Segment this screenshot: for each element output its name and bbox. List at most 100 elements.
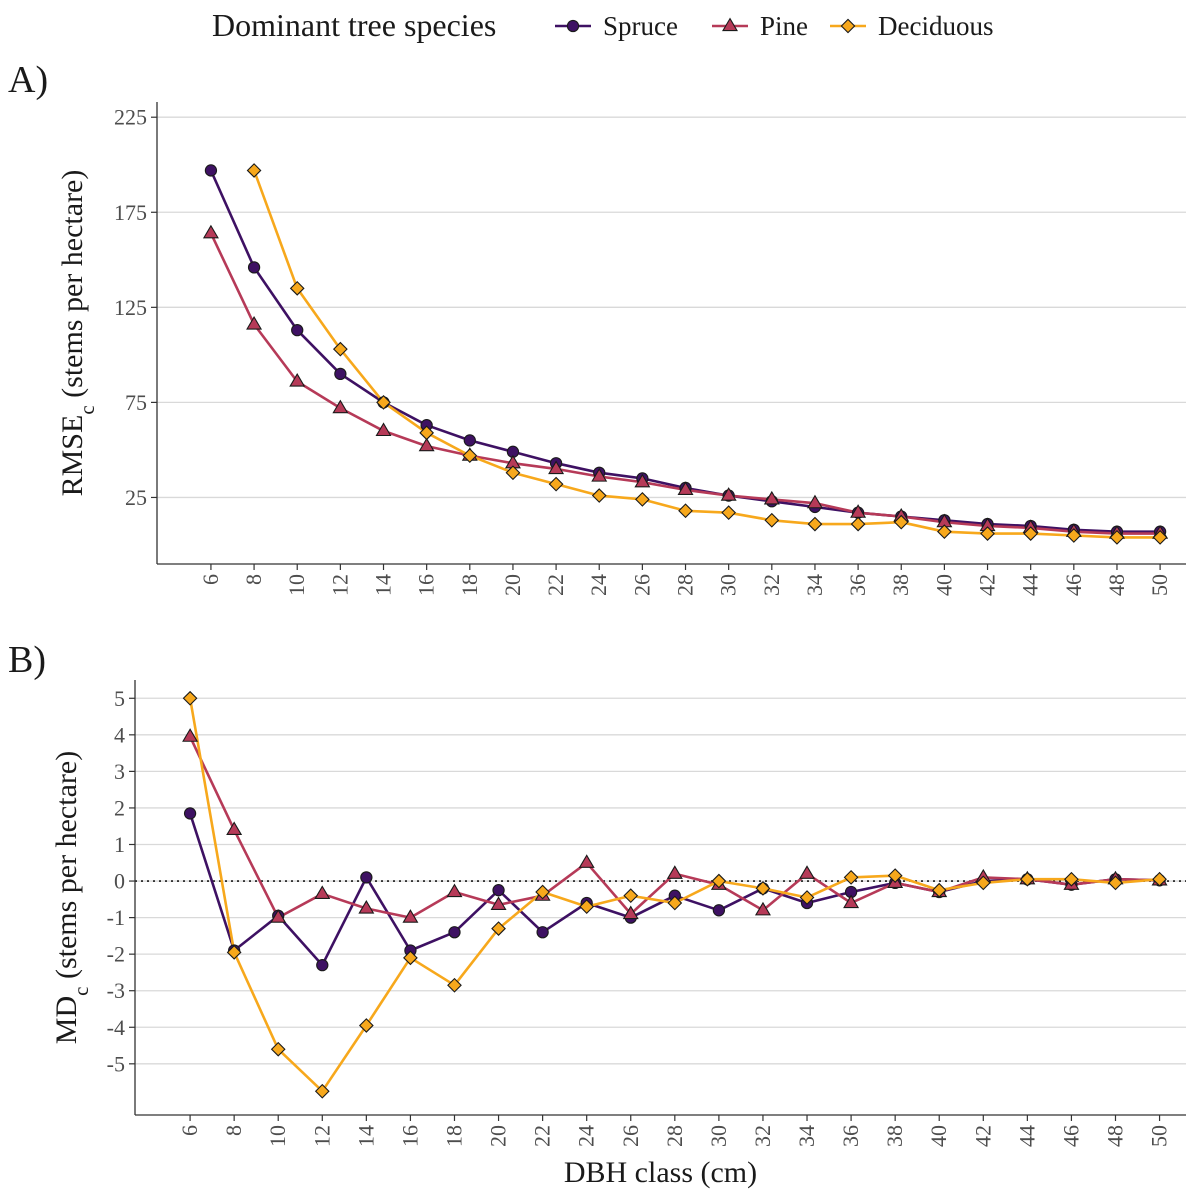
data-point-pine — [490, 896, 507, 910]
y-gridlines — [157, 116, 1186, 499]
y-tick-label: 5 — [114, 686, 125, 711]
x-tick-label: 6 — [177, 1125, 202, 1136]
data-point-deciduous — [332, 341, 348, 357]
x-tick-label: 36 — [838, 1125, 863, 1147]
data-point-deciduous — [678, 503, 693, 519]
y-tick-label: 1 — [114, 832, 125, 857]
x-tick-label: 28 — [673, 574, 698, 596]
series-line-spruce — [188, 813, 1160, 967]
data-point-deciduous — [850, 516, 866, 532]
data-point-deciduous — [634, 491, 650, 507]
data-point-pine — [806, 494, 823, 509]
data-point-spruce — [712, 904, 726, 917]
data-point-spruce — [536, 926, 549, 939]
x-tick-label: 40 — [926, 1125, 951, 1147]
data-point-deciduous — [667, 895, 683, 911]
data-point-pine — [634, 473, 651, 488]
data-point-deciduous — [807, 516, 823, 532]
data-point-deciduous — [403, 950, 418, 966]
x-tick-label: 32 — [759, 574, 784, 596]
x-tick-label: 50 — [1147, 1125, 1172, 1147]
data-point-pine — [182, 728, 199, 742]
legend-label-spruce: Spruce — [603, 11, 678, 41]
x-tick-label: 20 — [500, 574, 525, 596]
y-tick-label: 2 — [114, 795, 125, 820]
data-point-spruce — [334, 367, 347, 381]
data-point-spruce — [492, 884, 505, 897]
y-axis-title-main: RMSE — [56, 415, 89, 497]
data-point-pine — [332, 399, 349, 414]
data-point-pine — [402, 909, 419, 923]
x-tick-label: 14 — [371, 574, 396, 596]
x-tick-label: 10 — [284, 574, 309, 596]
x-tick-label: 16 — [414, 574, 439, 596]
data-point-deciduous — [1064, 871, 1079, 887]
legend: Dominant tree species Spruce Pine Deciduou… — [212, 7, 993, 43]
data-point-deciduous — [419, 425, 435, 441]
x-tick-label: 14 — [353, 1125, 378, 1147]
data-point-pine — [246, 315, 263, 330]
x-tick-label: 34 — [794, 1125, 819, 1147]
panel-b-tag: B) — [8, 639, 46, 681]
y-axis-title-rest: (stems per hectare) — [56, 170, 89, 406]
x-tick-label: 24 — [574, 1125, 599, 1147]
data-point-pine — [418, 437, 435, 452]
data-point-deciduous — [182, 690, 198, 706]
data-point-deciduous — [1109, 530, 1125, 545]
data-point-pine — [720, 487, 737, 501]
y-tick-label: 75 — [125, 390, 147, 415]
x-tick-label: 42 — [970, 1125, 995, 1147]
data-point-spruce — [204, 164, 218, 177]
data-point-pine — [446, 883, 463, 898]
data-point-deciduous — [358, 1018, 374, 1033]
data-point-pine — [591, 468, 608, 482]
data-point-deciduous — [1066, 528, 1082, 543]
data-point-deciduous — [548, 476, 564, 492]
panel-a-tag: A) — [8, 59, 48, 101]
data-point-pine — [622, 905, 639, 920]
data-point-spruce — [183, 807, 197, 820]
x-tick-label: 20 — [486, 1125, 511, 1147]
y-axis-title: MDc (stems per hectare) — [50, 751, 93, 1044]
data-point-deciduous — [246, 163, 262, 178]
x-tick-label: 44 — [1014, 1125, 1039, 1147]
x-tick-label: 44 — [1018, 574, 1043, 596]
x-axis-title: DBH class (cm) — [564, 1156, 757, 1189]
data-point-spruce — [448, 926, 461, 939]
y-axis-title-subscript: c — [75, 405, 99, 414]
y-tick-label: 25 — [125, 485, 147, 510]
y-tick-labels: 25 75 125 175 225 — [114, 105, 157, 510]
y-axis-title: RMSEc (stems per hectare) — [56, 170, 99, 497]
data-point-pine — [799, 865, 816, 879]
legend-marker-deciduous — [840, 18, 856, 34]
x-tick-label: 12 — [327, 574, 352, 596]
x-tick-label: 30 — [706, 1125, 731, 1147]
data-point-deciduous — [447, 977, 462, 993]
data-point-spruce — [316, 958, 329, 972]
x-tick-label: 34 — [802, 574, 827, 596]
x-tick-label: 30 — [716, 574, 741, 596]
series-line-deciduous — [252, 169, 1161, 539]
x-tick-label: 22 — [530, 1125, 555, 1147]
data-point-pine — [763, 490, 780, 505]
y-tick-labels: -5 -4 -3 -2 -1 0 1 2 3 4 5 — [107, 686, 135, 1076]
legend-item-spruce: Spruce — [555, 11, 678, 41]
legend-item-deciduous: Deciduous — [830, 11, 993, 41]
y-axis-title-rest: (stems per hectare) — [50, 751, 83, 987]
data-point-deciduous — [887, 868, 903, 883]
y-tick-label: 0 — [114, 869, 125, 894]
y-tick-label: -2 — [107, 942, 125, 967]
data-point-deciduous — [721, 505, 737, 521]
data-point-deciduous — [1023, 526, 1039, 541]
x-tick-label: 48 — [1104, 574, 1129, 596]
x-tick-label: 50 — [1147, 574, 1172, 596]
x-tick-label: 18 — [457, 574, 482, 596]
legend-marker-spruce — [566, 19, 580, 33]
data-point-pine — [548, 460, 565, 475]
data-point-deciduous — [764, 512, 780, 528]
data-point-deciduous — [937, 524, 952, 540]
x-tick-label: 18 — [441, 1125, 466, 1147]
x-tick-label: 46 — [1061, 574, 1086, 596]
x-tick-label: 36 — [845, 574, 870, 596]
